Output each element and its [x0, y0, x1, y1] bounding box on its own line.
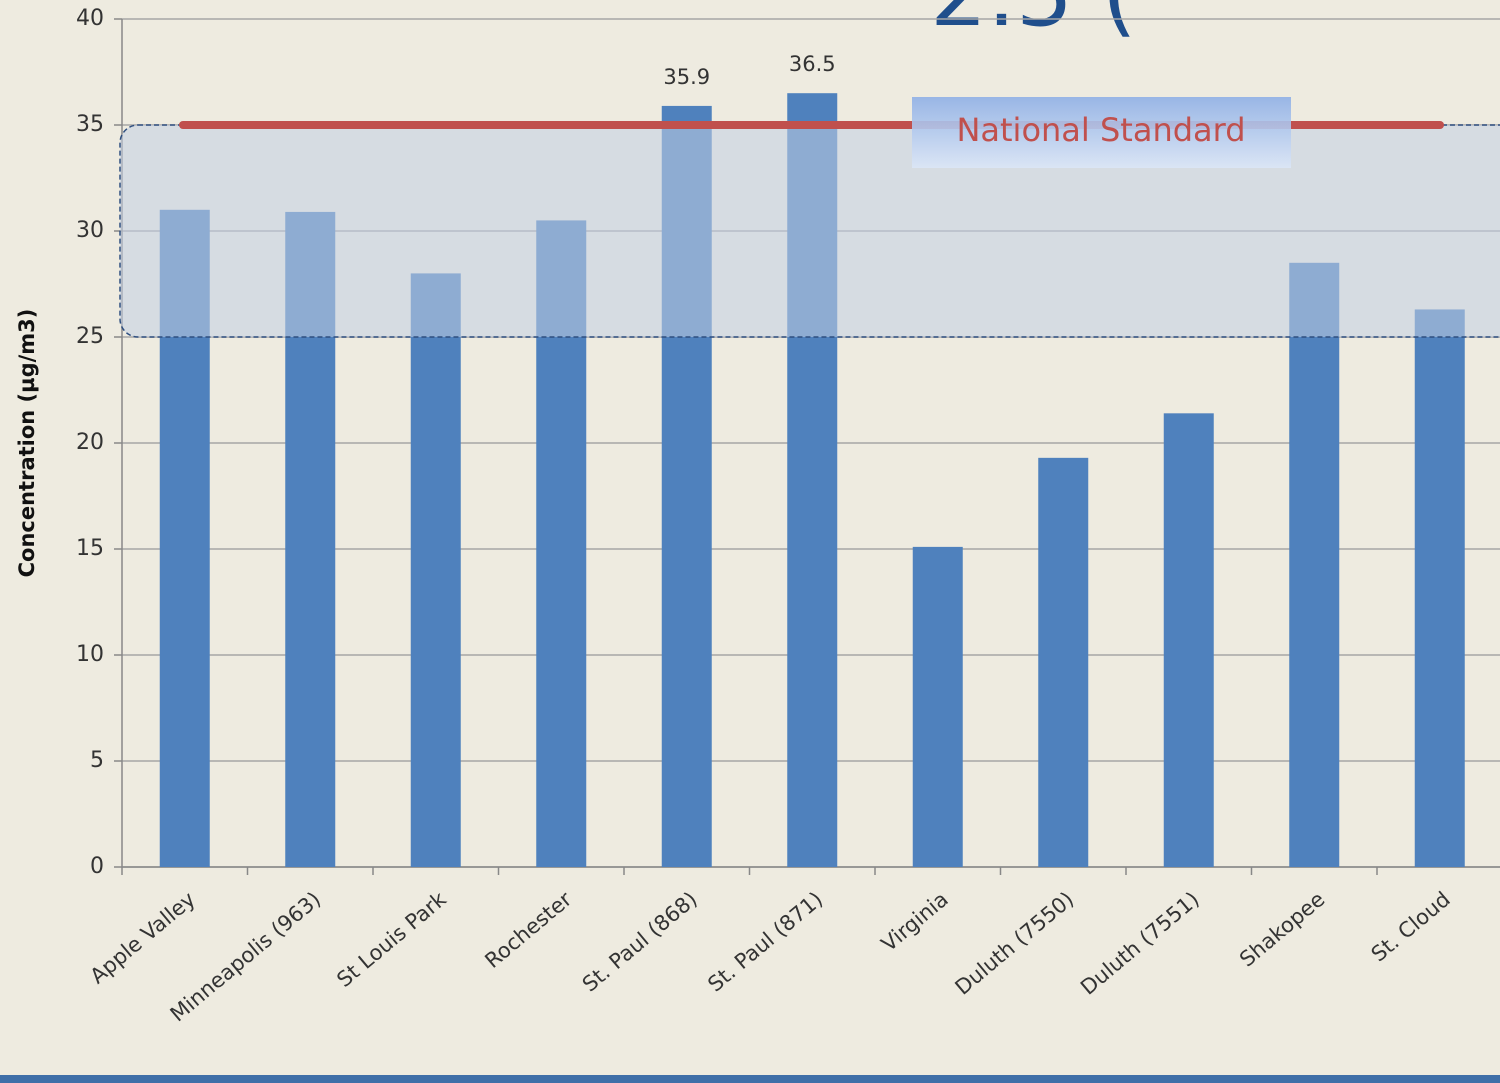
bar	[1289, 262, 1340, 867]
bar	[1038, 457, 1089, 867]
bar	[1414, 309, 1465, 867]
x-tick-label: St. Paul (868)	[578, 887, 702, 997]
y-tick-label: 20	[76, 430, 104, 455]
y-tick-label: 5	[90, 748, 104, 773]
bar	[1163, 413, 1214, 867]
reference-label-box	[912, 97, 1291, 168]
x-tick-label: Shakopee	[1235, 887, 1329, 972]
y-tick-label: 40	[76, 6, 104, 31]
data-label: 35.9	[663, 65, 710, 89]
bar	[912, 546, 963, 867]
reference-label: National Standard	[956, 111, 1245, 149]
x-tick-label: Rochester	[480, 887, 576, 973]
data-label: 36.5	[789, 52, 836, 76]
y-tick-label: 30	[76, 218, 104, 243]
x-tick-label: St Louis Park	[332, 887, 451, 992]
x-tick-label: St. Cloud	[1367, 887, 1455, 966]
x-tick-label: Apple Valley	[86, 887, 200, 988]
bottom-strip	[0, 1075, 1500, 1083]
chart-title: 2.5 (	[930, 0, 1137, 47]
y-tick-label: 0	[90, 854, 104, 879]
y-tick-label: 15	[76, 536, 104, 561]
bar	[410, 273, 461, 867]
x-tick-label: Duluth (7551)	[1076, 887, 1204, 1000]
standard-band	[119, 124, 1500, 338]
x-tick-label: Duluth (7550)	[951, 887, 1079, 1000]
y-tick-label: 10	[76, 642, 104, 667]
y-axis-label: Concentration (µg/m3)	[15, 309, 39, 578]
y-tick-label: 35	[76, 112, 104, 137]
x-tick-label: St. Paul (871)	[703, 887, 827, 997]
x-tick-label: Virginia	[877, 887, 953, 956]
y-tick-label: 25	[76, 324, 104, 349]
